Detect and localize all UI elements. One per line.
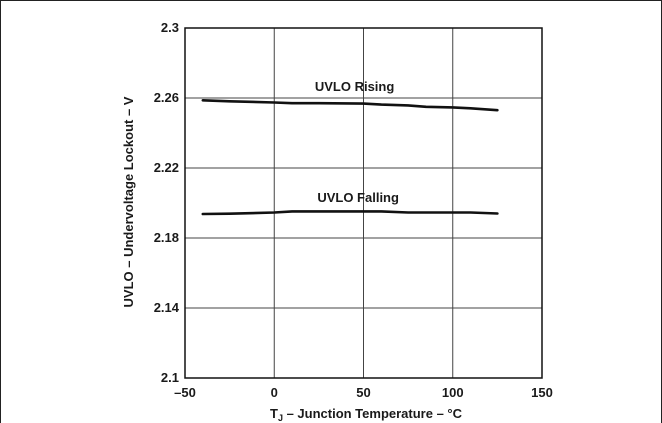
x-axis-label-rest: – Junction Temperature – °C bbox=[283, 406, 463, 421]
series-annotation: UVLO Rising bbox=[315, 79, 395, 94]
plot-area bbox=[184, 27, 543, 379]
y-tick-label: 2.18 bbox=[154, 230, 179, 245]
series-layer bbox=[201, 99, 499, 216]
x-tick-labels: –50 0 50 100 150 bbox=[174, 385, 553, 400]
y-tick-label: 2.22 bbox=[154, 160, 179, 175]
series-line-uvlo-rising bbox=[201, 99, 499, 112]
x-axis-label-subscript: J bbox=[278, 413, 283, 423]
y-tick-label: 2.26 bbox=[154, 90, 179, 105]
y-tick-labels: 2.1 2.14 2.18 2.22 2.26 2.3 bbox=[154, 20, 180, 385]
y-axis-label: UVLO – Undervoltage Lockout – V bbox=[121, 96, 136, 307]
y-tick-label: 2.14 bbox=[154, 300, 180, 315]
y-tick-label: 2.1 bbox=[161, 370, 179, 385]
x-axis-label-main: T bbox=[270, 406, 278, 421]
series-line-uvlo-falling bbox=[201, 210, 499, 216]
annotation-layer: UVLO Rising UVLO Falling bbox=[315, 79, 399, 205]
x-tick-label: 50 bbox=[356, 385, 370, 400]
x-tick-label: –50 bbox=[174, 385, 196, 400]
x-tick-label: 0 bbox=[271, 385, 278, 400]
x-tick-label: 150 bbox=[531, 385, 553, 400]
x-tick-label: 100 bbox=[442, 385, 464, 400]
x-axis-label: TJ – Junction Temperature – °C bbox=[270, 406, 463, 423]
series-annotation: UVLO Falling bbox=[317, 190, 399, 205]
y-tick-label: 2.3 bbox=[161, 20, 179, 35]
gridlines bbox=[185, 28, 542, 378]
